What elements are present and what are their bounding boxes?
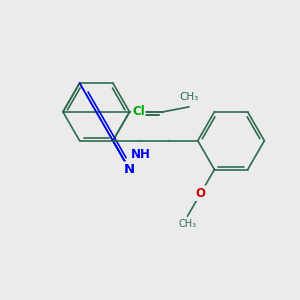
Text: CH₃: CH₃ (179, 92, 199, 102)
Text: CH₃: CH₃ (178, 219, 196, 229)
Text: Cl: Cl (132, 105, 145, 119)
Text: NH: NH (131, 148, 151, 161)
Text: N: N (124, 163, 135, 176)
Text: O: O (196, 187, 206, 200)
